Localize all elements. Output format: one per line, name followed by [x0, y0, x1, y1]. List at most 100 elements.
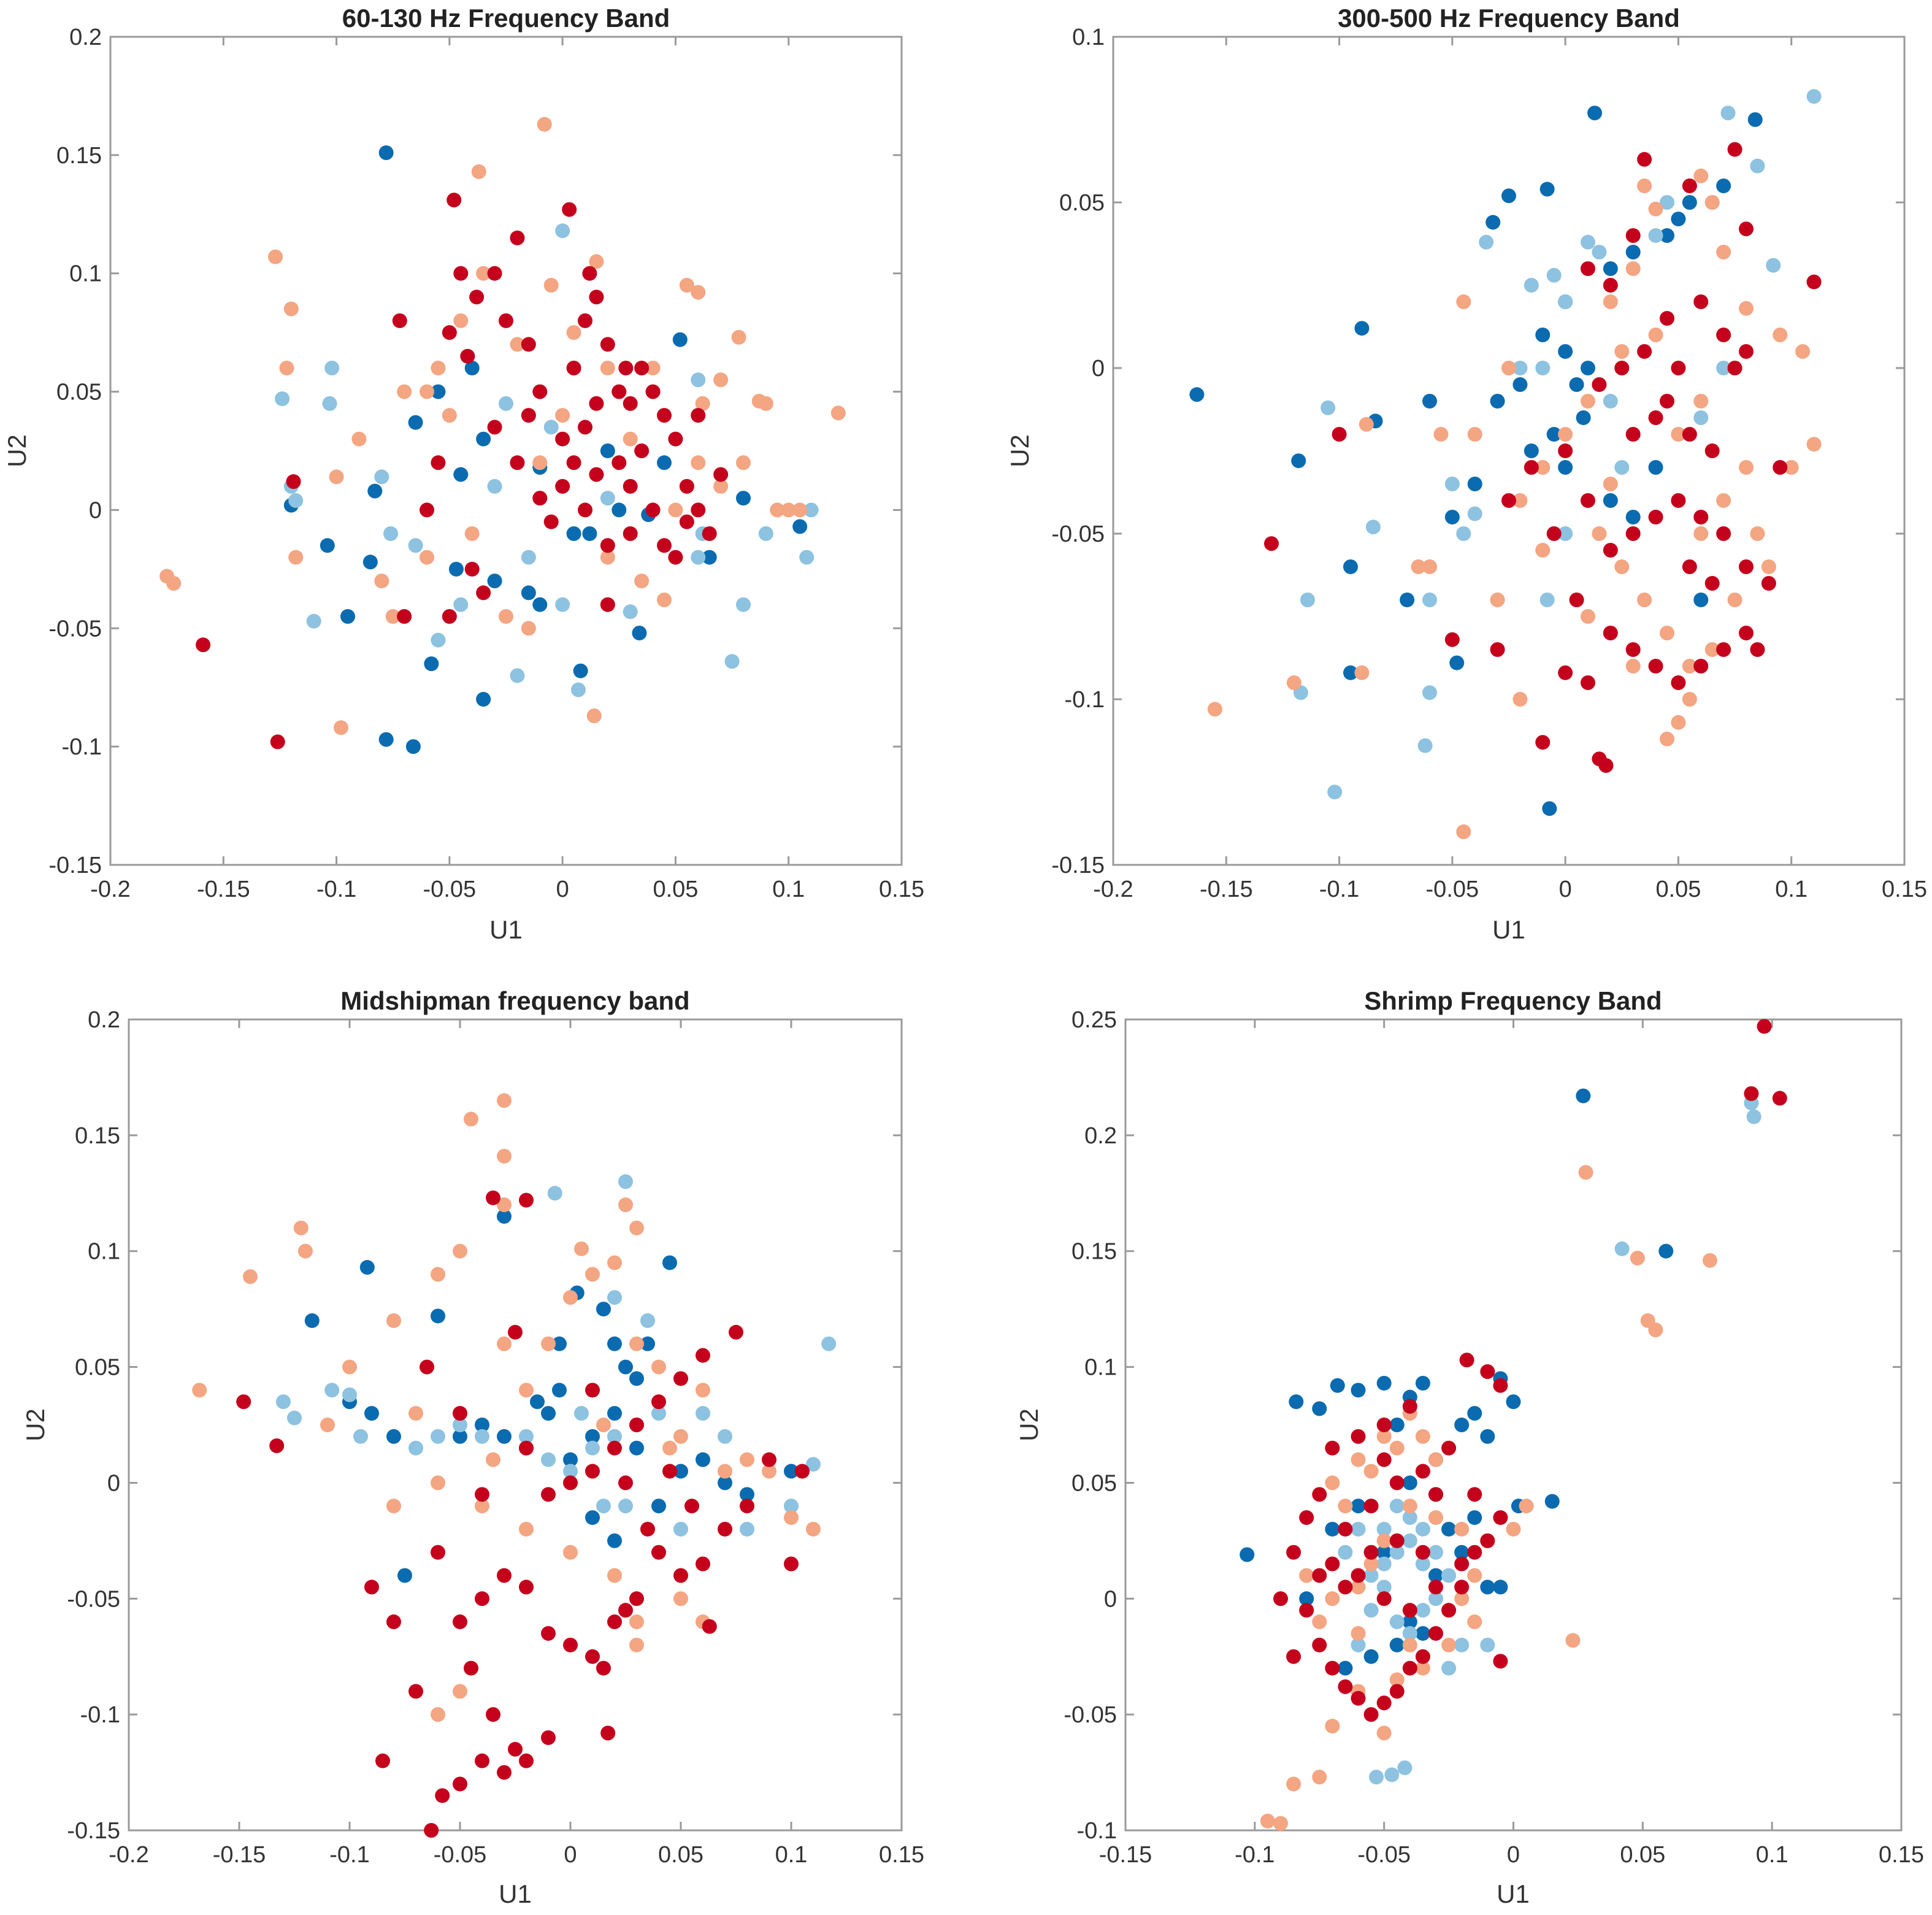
scatter-point	[1402, 1499, 1417, 1514]
scatter-point	[1682, 692, 1697, 707]
scatter-point	[691, 455, 706, 470]
scatter-point	[476, 585, 491, 601]
scatter-point	[718, 1464, 732, 1479]
scatter-point	[1312, 1614, 1327, 1630]
scatter-point	[1389, 1614, 1405, 1630]
scatter-point	[673, 1591, 688, 1606]
scatter-point	[1343, 665, 1358, 680]
scatter-point	[607, 1568, 622, 1583]
scatter-point	[1444, 632, 1460, 647]
scatter-point	[1542, 801, 1557, 816]
scatter-point	[1376, 1418, 1392, 1432]
scatter-point	[596, 1660, 611, 1676]
scatter-point	[408, 538, 423, 553]
scatter-point	[566, 361, 581, 375]
scatter-point	[464, 1660, 478, 1676]
scatter-point	[364, 1406, 379, 1421]
scatter-point	[611, 384, 627, 399]
scatter-point	[1422, 559, 1437, 574]
scatter-point	[1614, 1241, 1630, 1256]
scatter-point	[696, 1556, 710, 1572]
y-axis-label: U2	[1014, 1408, 1043, 1441]
scatter-point	[672, 332, 688, 347]
scatter-point	[486, 1707, 500, 1722]
scatter-point	[634, 361, 650, 375]
scatter-point	[657, 538, 672, 553]
scatter-point	[1625, 659, 1641, 674]
scatter-point	[1467, 1406, 1482, 1421]
scatter-point	[1581, 493, 1595, 508]
scatter-point	[431, 1308, 445, 1324]
scatter-point	[1240, 1547, 1255, 1562]
series-group-3	[1260, 1165, 1717, 1831]
scatter-point	[166, 576, 182, 591]
scatter-point	[320, 538, 335, 553]
scatter-point	[629, 1418, 644, 1432]
scatter-point	[596, 1302, 611, 1317]
scatter-point	[1312, 1401, 1327, 1416]
scatter-point	[618, 1197, 633, 1213]
scatter-point	[573, 663, 588, 678]
plot-frame	[1124, 1018, 1903, 1832]
scatter-point	[585, 1429, 600, 1444]
scatter-point	[1704, 443, 1720, 458]
scatter-point	[353, 1429, 368, 1444]
scatter-point	[510, 230, 525, 245]
scatter-point	[1415, 1660, 1430, 1676]
y-tick-label: 0.05	[56, 380, 102, 405]
x-axis-label: U1	[499, 1879, 532, 1908]
scatter-point	[464, 1111, 478, 1127]
scatter-point	[1493, 1378, 1508, 1393]
scatter-point	[1351, 1579, 1366, 1595]
scatter-point	[420, 502, 434, 518]
scatter-point	[792, 519, 808, 534]
scatter-point	[1727, 142, 1742, 157]
scatter-point	[645, 502, 661, 518]
scatter-point	[1299, 1603, 1314, 1618]
scatter-point	[578, 502, 592, 518]
scatter-point	[740, 1452, 754, 1467]
scatter-point	[555, 408, 570, 423]
scatter-point	[1716, 328, 1731, 342]
scatter-point	[1750, 526, 1765, 541]
scatter-point	[324, 1383, 340, 1398]
scatter-point	[1648, 410, 1663, 425]
scatter-point	[555, 478, 570, 494]
scatter-point	[1456, 824, 1471, 839]
scatter-point	[629, 1591, 644, 1606]
x-axis-label: U1	[1497, 1879, 1530, 1908]
scatter-point	[1428, 1625, 1443, 1641]
scatter-point	[1286, 1545, 1301, 1560]
scatter-point	[662, 1255, 677, 1270]
scatter-point	[453, 1776, 467, 1792]
scatter-point	[1376, 1533, 1392, 1548]
scatter-point	[1389, 1499, 1405, 1514]
scatter-point	[397, 384, 412, 399]
scatter-point	[589, 290, 604, 305]
axis-ticks	[128, 1018, 903, 1832]
scatter-point	[269, 1438, 285, 1453]
scatter-point	[1467, 1510, 1482, 1525]
scatter-point	[288, 493, 304, 508]
scatter-point	[1428, 1568, 1443, 1583]
y-tick-labels: -0.15 -0.1 -0.05 0 0.05 0.1	[1051, 25, 1105, 878]
scatter-point	[1415, 1429, 1430, 1444]
scatter-point	[758, 526, 773, 541]
scatter-point	[1693, 168, 1709, 183]
scatter-point	[1501, 361, 1516, 375]
scatter-point	[486, 1190, 500, 1205]
scatter-point	[806, 1521, 821, 1537]
scatter-point	[1441, 1603, 1457, 1618]
scatter-point	[651, 1394, 666, 1410]
scatter-point	[668, 550, 683, 565]
scatter-point	[1682, 195, 1697, 210]
x-tick-label: 0.15	[879, 877, 924, 902]
y-tick-label: 0.2	[1084, 1123, 1117, 1149]
y-tick-label: 0.15	[1071, 1239, 1117, 1265]
scatter-point	[1578, 1165, 1593, 1180]
scatter-point	[803, 502, 819, 518]
scatter-point	[582, 266, 597, 281]
scatter-point	[1535, 328, 1551, 342]
scatter-point	[731, 329, 746, 345]
axis-ticks	[109, 36, 903, 866]
